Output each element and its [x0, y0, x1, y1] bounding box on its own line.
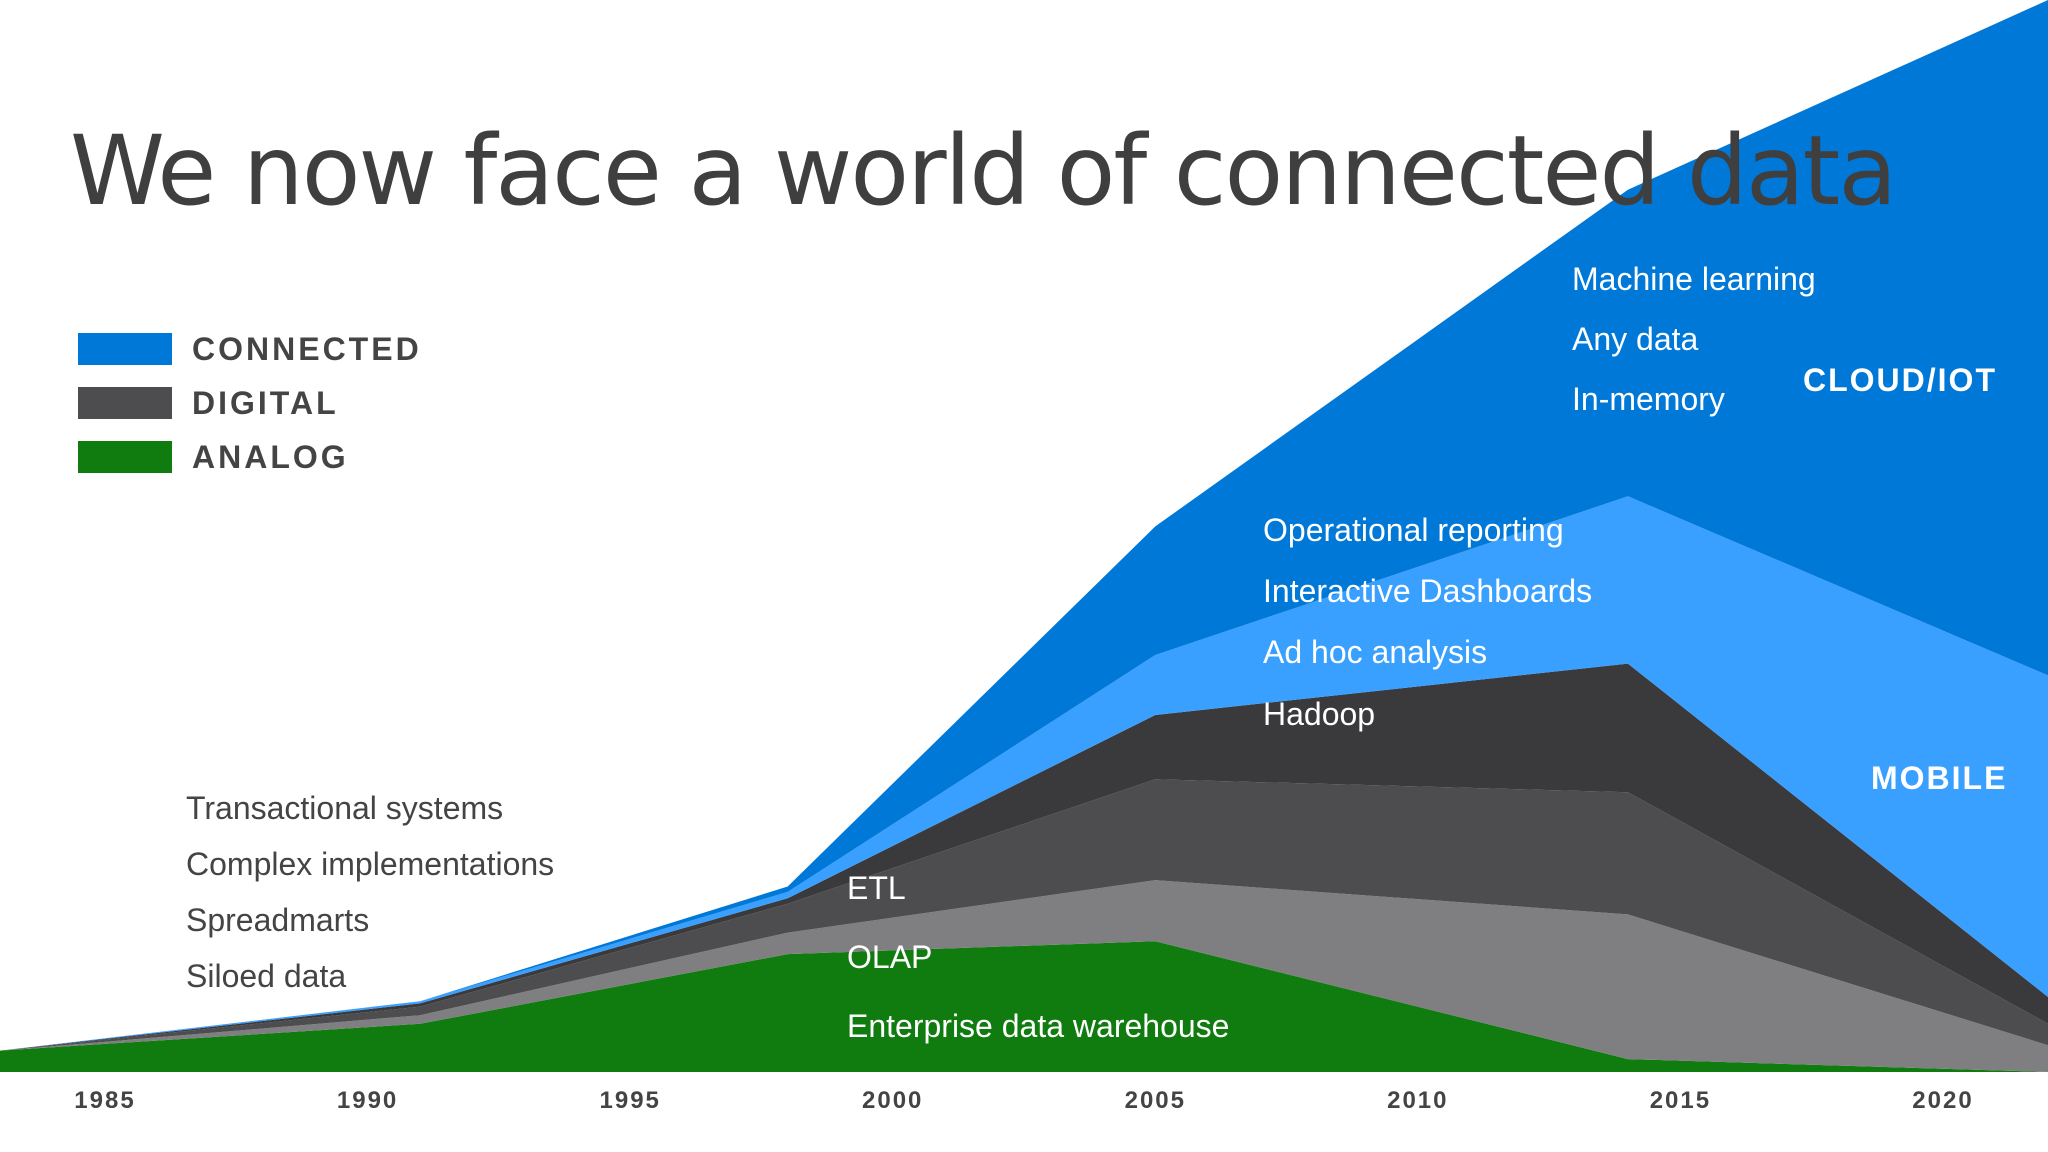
note-hadoop: Hadoop	[1263, 696, 1376, 732]
note-in-memory: In-memory	[1572, 381, 1725, 417]
note-transactional-systems: Transactional systems	[186, 790, 504, 826]
legend-label: DIGITAL	[192, 384, 339, 421]
x-tick-label: 2005	[1125, 1087, 1186, 1114]
x-tick-label: 2010	[1387, 1087, 1448, 1114]
legend-label: ANALOG	[192, 438, 349, 475]
legend-item-digital: DIGITAL	[78, 376, 422, 430]
page-title: We now face a world of connected data	[70, 115, 1897, 227]
x-tick-label: 2020	[1912, 1087, 1973, 1114]
note-olap: OLAP	[847, 939, 933, 975]
area-series-layer-2	[0, 779, 2048, 1051]
legend-swatch	[78, 441, 172, 473]
note-spreadmarts: Spreadmarts	[186, 902, 370, 938]
note-siloed-data: Siloed data	[186, 958, 347, 994]
area-series-layer-4	[0, 496, 2048, 1051]
legend: CONNECTED DIGITAL ANALOG	[78, 322, 422, 484]
note-operational-reporting: Operational reporting	[1263, 512, 1564, 548]
era-label-mobile: MOBILE	[1871, 760, 2008, 796]
area-layers	[0, 0, 2048, 1072]
area-series-layer-1	[0, 880, 2048, 1072]
note-enterprise-data-warehouse: Enterprise data warehouse	[847, 1008, 1230, 1044]
area-series-layer-5	[0, 0, 2048, 1051]
area-series-layer-3	[0, 663, 2048, 1051]
x-tick-label: 1995	[600, 1087, 661, 1114]
x-tick-label: 1990	[337, 1087, 398, 1114]
x-tick-label: 1985	[74, 1087, 135, 1114]
note-interactive-dashboards: Interactive Dashboards	[1263, 573, 1593, 609]
legend-label: CONNECTED	[192, 330, 422, 367]
note-complex-implementations: Complex implementations	[186, 846, 555, 882]
note-any-data: Any data	[1572, 321, 1699, 357]
x-axis-ticks: 1985 1990 1995 2000 2005 2010 2015 2020	[74, 1087, 1973, 1114]
note-machine-learning: Machine learning	[1572, 261, 1816, 297]
legend-item-connected: CONNECTED	[78, 322, 422, 376]
x-tick-label: 2000	[862, 1087, 923, 1114]
legend-swatch	[78, 333, 172, 365]
note-ad-hoc-analysis: Ad hoc analysis	[1263, 634, 1488, 670]
legend-item-analog: ANALOG	[78, 430, 422, 484]
x-tick-label: 2015	[1650, 1087, 1711, 1114]
note-etl: ETL	[847, 870, 906, 906]
legend-swatch	[78, 387, 172, 419]
area-series-analog	[0, 941, 2048, 1072]
era-label-cloud-iot: CLOUD/IOT	[1803, 362, 1997, 398]
